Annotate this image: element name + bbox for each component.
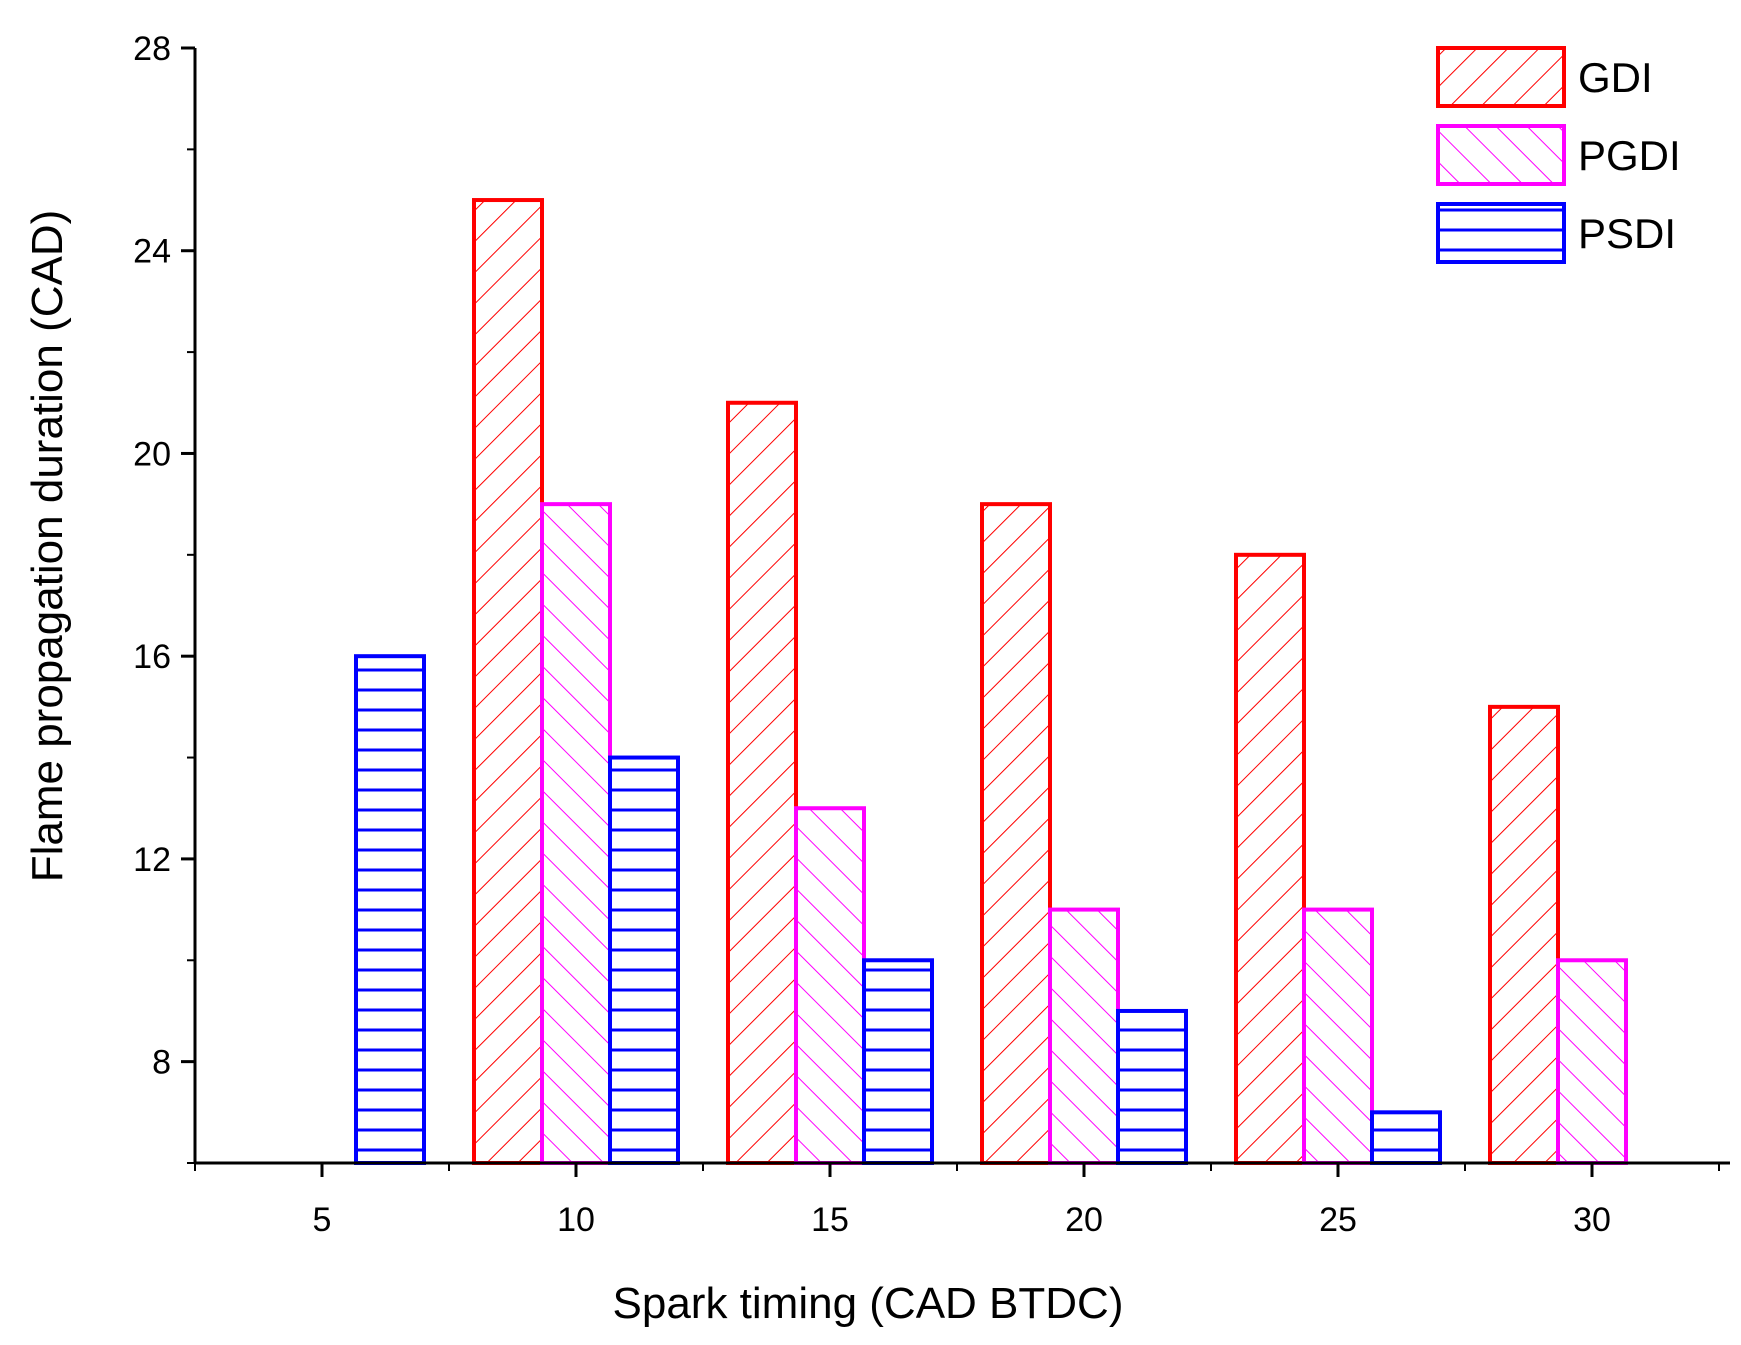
x-tick-label: 10 [557, 1201, 595, 1239]
axes-group: 8 12 16 20 24 28 5 10 15 20 25 30 [133, 30, 1730, 1239]
bar-hatch-pgdi-20 [1048, 907, 1120, 1165]
legend-swatch-pgdi [1436, 124, 1566, 186]
legend-label-pgdi: PGDI [1578, 132, 1681, 179]
bar-hatch-psdi-5 [354, 654, 426, 1165]
y-tick-label: 24 [133, 233, 171, 271]
y-tick-label: 12 [133, 841, 171, 879]
legend: GDI PGDI PSDI [1436, 46, 1681, 264]
y-tick-label: 16 [133, 638, 171, 676]
bar-hatch-gdi-10 [472, 198, 544, 1165]
bar-hatch-psdi-25 [1370, 1110, 1442, 1166]
bar-hatch-psdi-15 [862, 958, 934, 1165]
x-tick-label: 25 [1319, 1201, 1357, 1239]
legend-swatch-psdi [1436, 202, 1566, 264]
y-tick-label: 20 [133, 435, 171, 473]
x-tick-label: 30 [1573, 1201, 1611, 1239]
y-tick-label: 8 [152, 1044, 171, 1082]
legend-label-gdi: GDI [1578, 54, 1653, 101]
x-tick-label: 15 [811, 1201, 849, 1239]
bar-hatch-gdi-20 [980, 502, 1052, 1165]
legend-label-psdi: PSDI [1578, 210, 1676, 257]
bar-hatch-psdi-20 [1116, 1008, 1188, 1165]
bar-hatch-pgdi-25 [1302, 907, 1374, 1165]
x-axis-title: Spark timing (CAD BTDC) [613, 1279, 1124, 1328]
bar-hatch-psdi-10 [608, 755, 680, 1166]
x-tick-label: 20 [1065, 1201, 1103, 1239]
legend-swatch-gdi [1436, 46, 1566, 108]
y-axis-title: Flame propagation duration (CAD) [23, 210, 72, 883]
bar-hatch-pgdi-10 [540, 502, 612, 1165]
x-tick-label: 5 [313, 1201, 332, 1239]
bar-hatch-gdi-30 [1488, 704, 1560, 1165]
bar-hatch-gdi-15 [726, 400, 798, 1166]
bar-hatch-pgdi-15 [794, 806, 866, 1166]
bar-hatch-pgdi-30 [1556, 958, 1628, 1165]
y-tick-label: 28 [133, 30, 171, 68]
bars-group [354, 198, 1628, 1166]
bar-hatch-gdi-25 [1234, 552, 1306, 1165]
